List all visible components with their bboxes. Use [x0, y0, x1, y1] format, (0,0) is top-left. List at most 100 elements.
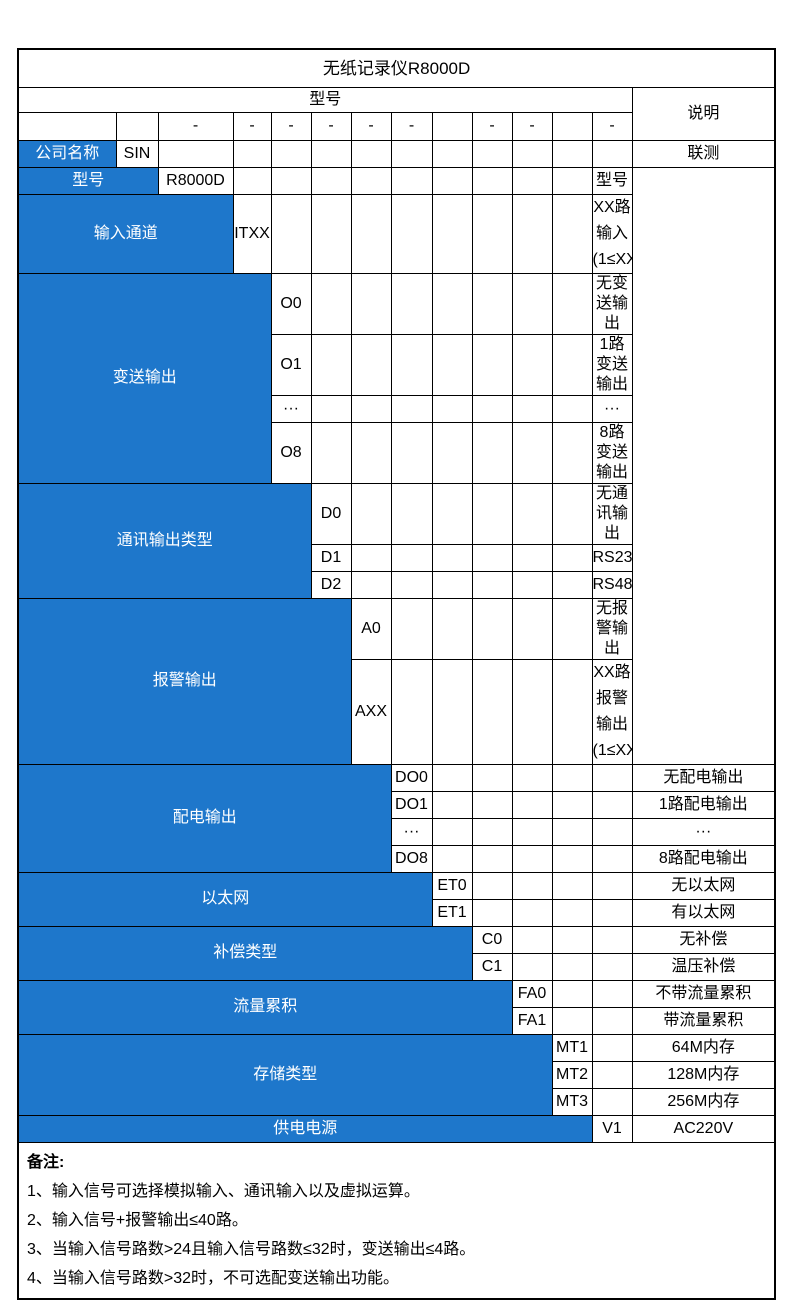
empty-cell: [511, 421, 553, 484]
empty-cell: [551, 979, 593, 1008]
notes-block: 备注: 1、输入信号可选择模拟输入、通讯输入以及虚拟运算。 2、输入信号+报警输…: [17, 1141, 776, 1299]
empty-cell: [310, 166, 352, 195]
empty-cell: [511, 333, 553, 396]
code-cell: C0: [471, 925, 513, 954]
note-item: 2、输入信号+报警输出≤40路。: [27, 1211, 248, 1229]
empty-cell: [511, 597, 553, 660]
category-ethernet: 以太网: [17, 871, 433, 927]
empty-cell: [591, 763, 633, 792]
empty-cell: [551, 597, 593, 660]
empty-cell: [551, 421, 593, 484]
code-cell: SIN: [115, 139, 159, 168]
empty-cell: [511, 658, 553, 765]
code-cell: ···: [270, 394, 312, 423]
empty-cell: [511, 817, 553, 846]
separator-cell: -: [270, 111, 312, 141]
separator-cell: [17, 111, 117, 141]
empty-cell: [511, 898, 553, 927]
empty-cell: [551, 333, 593, 396]
description-cell: 温压补偿: [631, 952, 776, 981]
description-cell: 无补偿: [631, 925, 776, 954]
empty-cell: [431, 482, 473, 545]
separator-cell: -: [471, 111, 513, 141]
empty-cell: [591, 1006, 633, 1035]
empty-cell: [390, 139, 433, 168]
empty-cell: [471, 658, 513, 765]
description-cell: 无通讯输出: [591, 482, 633, 545]
code-cell: MT2: [551, 1060, 593, 1089]
empty-cell: [431, 421, 473, 484]
description-cell: ···: [631, 817, 776, 846]
description-header: 说明: [631, 86, 776, 141]
empty-cell: [471, 333, 513, 396]
code-cell: V1: [591, 1114, 633, 1143]
description-cell: RS232: [591, 543, 633, 572]
empty-cell: [471, 482, 513, 545]
description-line: XX路输入: [593, 198, 631, 242]
code-cell: D0: [310, 482, 352, 545]
empty-cell: [431, 658, 473, 765]
separator-cell: -: [157, 111, 234, 141]
empty-cell: [431, 817, 473, 846]
code-cell: ···: [390, 817, 433, 846]
category-power-supply: 供电电源: [17, 1114, 593, 1143]
description-cell: AC220V: [631, 1114, 776, 1143]
empty-cell: [511, 139, 553, 168]
empty-cell: [551, 763, 593, 792]
empty-cell: [591, 898, 633, 927]
code-cell: DO1: [390, 790, 433, 819]
empty-cell: [591, 817, 633, 846]
code-cell: FA1: [511, 1006, 553, 1035]
separator-cell: [551, 111, 593, 141]
empty-cell: [350, 421, 392, 484]
category-transmit-output: 变送输出: [17, 272, 272, 484]
category-alarm-output: 报警输出: [17, 597, 352, 765]
empty-cell: [310, 193, 352, 274]
separator-cell: -: [350, 111, 392, 141]
empty-cell: [431, 844, 473, 873]
empty-cell: [591, 979, 633, 1008]
empty-cell: [511, 166, 553, 195]
empty-cell: [511, 272, 553, 335]
empty-cell: [511, 925, 553, 954]
empty-cell: [350, 139, 392, 168]
empty-cell: [511, 844, 553, 873]
empty-cell: [350, 272, 392, 335]
empty-cell: [511, 570, 553, 599]
empty-cell: [471, 139, 513, 168]
empty-cell: [270, 166, 312, 195]
code-cell: MT1: [551, 1033, 593, 1062]
empty-cell: [551, 1006, 593, 1035]
empty-cell: [591, 1060, 633, 1089]
empty-cell: [471, 898, 513, 927]
category-company-name: 公司名称: [17, 139, 117, 168]
description-cell: RS485: [591, 570, 633, 599]
description-cell: 无报警输出: [591, 597, 633, 660]
empty-cell: [511, 543, 553, 572]
empty-cell: [511, 193, 553, 274]
empty-cell: [511, 763, 553, 792]
empty-cell: [471, 844, 513, 873]
empty-cell: [310, 333, 352, 396]
code-cell: ET1: [431, 898, 473, 927]
note-item: 3、当输入信号路数>24且输入信号路数≤32时，变送输出≤4路。: [27, 1240, 476, 1258]
description-cell: 128M内存: [631, 1060, 776, 1089]
empty-cell: [551, 394, 593, 423]
description-line: XX路报警输出: [593, 663, 631, 733]
category-model: 型号: [17, 166, 159, 195]
empty-cell: [591, 952, 633, 981]
empty-cell: [390, 272, 433, 335]
empty-cell: [431, 166, 473, 195]
description-cell: ···: [591, 394, 633, 423]
empty-cell: [471, 871, 513, 900]
empty-cell: [431, 394, 473, 423]
empty-cell: [270, 139, 312, 168]
empty-cell: [471, 394, 513, 423]
separator-cell: -: [232, 111, 272, 141]
code-cell: ITXX: [232, 193, 272, 274]
empty-cell: [390, 193, 433, 274]
empty-cell: [350, 570, 392, 599]
code-cell: AXX: [350, 658, 392, 765]
description-cell: 256M内存: [631, 1087, 776, 1116]
empty-cell: [471, 597, 513, 660]
